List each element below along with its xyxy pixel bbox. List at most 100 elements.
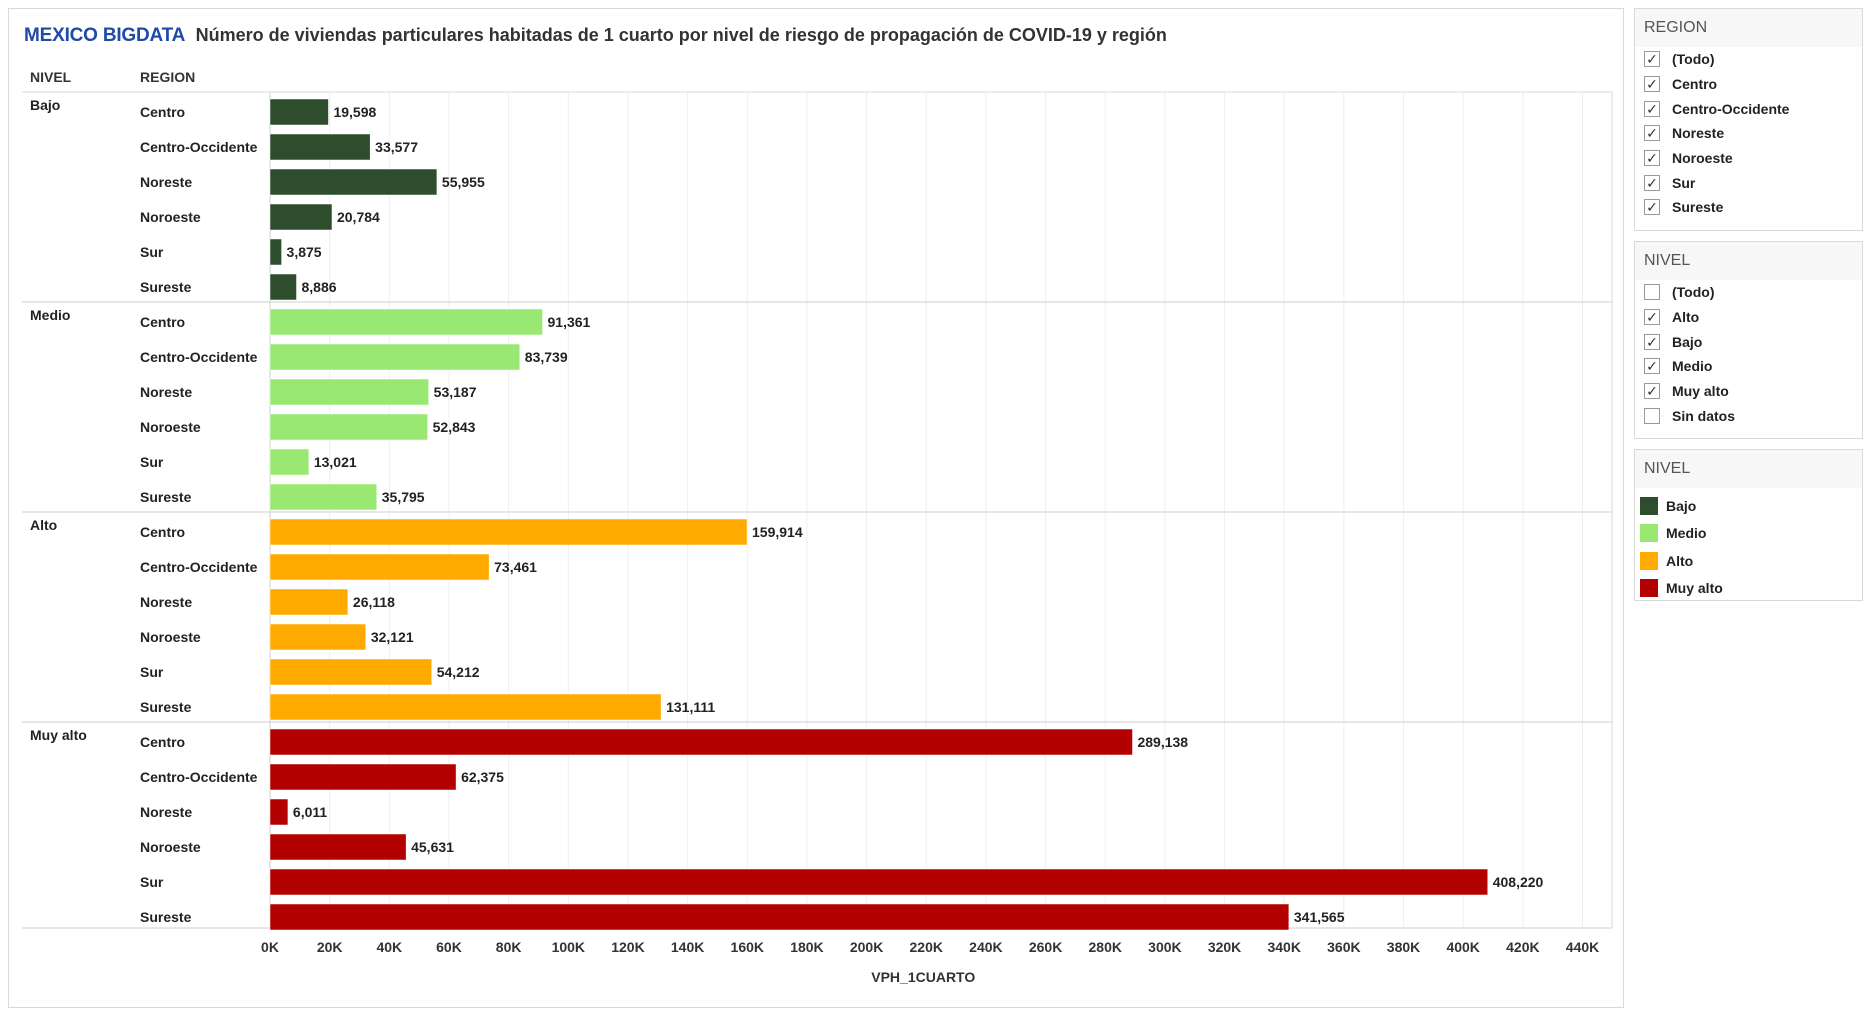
x-tick-label: 180K <box>790 939 823 955</box>
value-label: 26,118 <box>353 594 395 610</box>
region-filter-item[interactable]: ✓ Noroeste <box>1635 146 1862 171</box>
region-filter-item[interactable]: ✓ Sureste <box>1635 195 1862 220</box>
value-label: 52,843 <box>433 419 476 435</box>
x-tick-label: 320K <box>1208 939 1241 955</box>
legend-item[interactable]: Muy alto <box>1635 575 1862 603</box>
x-tick-label: 300K <box>1148 939 1181 955</box>
chart-panel <box>8 8 1624 1008</box>
value-label: 54,212 <box>437 664 480 680</box>
legend-swatch <box>1640 496 1658 515</box>
nivel-filter-item[interactable]: ✓ Bajo <box>1635 329 1862 354</box>
legend-label: Bajo <box>1666 497 1697 514</box>
x-tick-label: 60K <box>436 939 462 955</box>
bar[interactable] <box>269 868 1488 896</box>
legend-swatch <box>1640 579 1658 598</box>
region-label: Centro <box>140 734 185 750</box>
nivel-filter-item[interactable]: (Todo) <box>1635 280 1862 305</box>
value-label: 35,795 <box>382 489 425 505</box>
legend-item[interactable]: Medio <box>1635 520 1862 548</box>
bar[interactable] <box>269 728 1133 756</box>
bar[interactable] <box>269 343 521 371</box>
nivel-label: Bajo <box>30 97 60 113</box>
bar[interactable] <box>269 693 662 721</box>
filter-item-label: Sur <box>1672 174 1696 191</box>
legend-label: Alto <box>1666 552 1694 569</box>
bar[interactable] <box>269 413 428 441</box>
region-label: Sureste <box>140 909 192 925</box>
x-tick-label: 420K <box>1506 939 1539 955</box>
x-tick-label: 280K <box>1089 939 1122 955</box>
checkbox-checked-icon[interactable]: ✓ <box>1644 76 1660 93</box>
checkbox-checked-icon[interactable]: ✓ <box>1644 125 1660 142</box>
bar[interactable] <box>269 763 457 791</box>
x-tick-label: 220K <box>910 939 943 955</box>
checkbox-checked-icon[interactable]: ✓ <box>1644 333 1660 350</box>
bar[interactable] <box>269 903 1290 931</box>
bar[interactable] <box>269 308 543 336</box>
checkbox-checked-icon[interactable]: ✓ <box>1644 309 1660 326</box>
bar[interactable] <box>269 518 748 546</box>
nivel-filter-title: NIVEL <box>1635 242 1862 280</box>
bar[interactable] <box>269 588 349 616</box>
x-tick-label: 160K <box>731 939 764 955</box>
filter-item-label: Muy alto <box>1672 383 1729 400</box>
bar[interactable] <box>269 553 490 581</box>
value-label: 73,461 <box>494 559 537 575</box>
bar[interactable] <box>269 203 333 231</box>
bar[interactable] <box>269 273 297 301</box>
region-label: Sur <box>140 244 164 260</box>
value-label: 8,886 <box>302 279 337 295</box>
x-tick-label: 440K <box>1566 939 1599 955</box>
filter-item-label: (Todo) <box>1672 51 1715 68</box>
checkbox-checked-icon[interactable]: ✓ <box>1644 174 1660 191</box>
value-label: 20,784 <box>337 209 380 225</box>
filter-item-label: Sureste <box>1672 199 1724 216</box>
region-column-header: REGION <box>140 69 196 85</box>
filter-item-label: Sin datos <box>1672 407 1736 424</box>
region-filter-item[interactable]: ✓ (Todo) <box>1635 47 1862 72</box>
checkbox-unchecked-icon[interactable] <box>1644 407 1660 424</box>
region-filter-item[interactable]: ✓ Sur <box>1635 170 1862 195</box>
bar[interactable] <box>269 378 429 406</box>
x-tick-label: 0K <box>261 939 279 955</box>
bar[interactable] <box>269 798 289 826</box>
region-label: Sureste <box>140 279 192 295</box>
region-filter-panel: REGION ✓ (Todo) ✓ Centro ✓ Centro-Occidente ✓ N… <box>1634 8 1863 231</box>
checkbox-checked-icon[interactable]: ✓ <box>1644 51 1660 68</box>
region-label: Centro <box>140 104 185 120</box>
filter-item-label: Bajo <box>1672 333 1703 350</box>
legend-item[interactable]: Alto <box>1635 547 1862 575</box>
bar[interactable] <box>269 133 371 161</box>
legend-title: NIVEL <box>1635 450 1862 488</box>
region-label: Sureste <box>140 489 192 505</box>
region-filter-item[interactable]: ✓ Noreste <box>1635 121 1862 146</box>
bar[interactable] <box>269 833 407 861</box>
checkbox-unchecked-icon[interactable] <box>1644 284 1660 301</box>
x-tick-label: 100K <box>552 939 585 955</box>
x-tick-label: 140K <box>671 939 704 955</box>
x-tick-label: 380K <box>1387 939 1420 955</box>
bar[interactable] <box>269 483 378 511</box>
bar[interactable] <box>269 238 282 266</box>
value-label: 3,875 <box>287 244 322 260</box>
legend-item[interactable]: Bajo <box>1635 492 1862 520</box>
nivel-filter-item[interactable]: ✓ Alto <box>1635 305 1862 330</box>
nivel-filter-item[interactable]: ✓ Muy alto <box>1635 379 1862 404</box>
checkbox-checked-icon[interactable]: ✓ <box>1644 358 1660 375</box>
bar[interactable] <box>269 623 367 651</box>
bar[interactable] <box>269 98 329 126</box>
region-filter-item[interactable]: ✓ Centro <box>1635 72 1862 97</box>
checkbox-checked-icon[interactable]: ✓ <box>1644 383 1660 400</box>
nivel-filter-item[interactable]: Sin datos <box>1635 403 1862 428</box>
nivel-filter-item[interactable]: ✓ Medio <box>1635 354 1862 379</box>
bar[interactable] <box>269 168 438 196</box>
region-filter-item[interactable]: ✓ Centro-Occidente <box>1635 96 1862 121</box>
legend-label: Medio <box>1666 525 1707 542</box>
bar[interactable] <box>269 658 432 686</box>
checkbox-checked-icon[interactable]: ✓ <box>1644 100 1660 117</box>
x-tick-label: 200K <box>850 939 883 955</box>
checkbox-checked-icon[interactable]: ✓ <box>1644 199 1660 216</box>
checkbox-checked-icon[interactable]: ✓ <box>1644 150 1660 167</box>
x-tick-label: 400K <box>1446 939 1479 955</box>
bar[interactable] <box>269 448 310 476</box>
